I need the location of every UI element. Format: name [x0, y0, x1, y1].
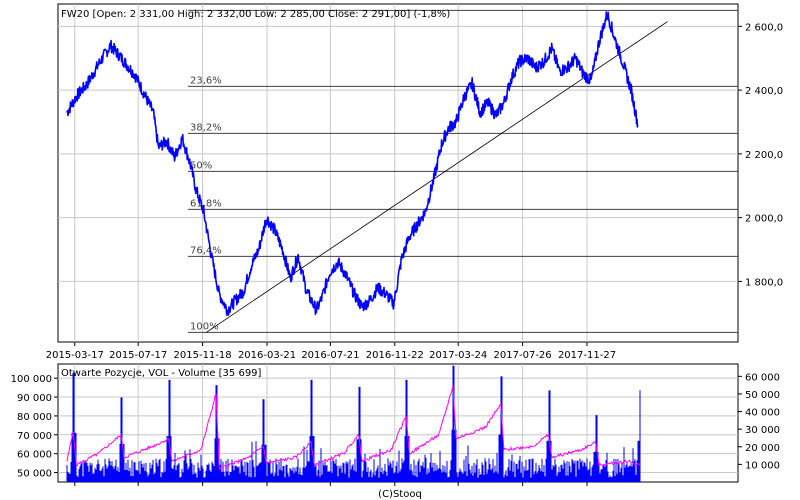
x-tick-label: 2017-11-27	[558, 350, 616, 361]
y-tick-label: 1 800,0	[745, 277, 783, 288]
price-series	[66, 11, 639, 317]
copyright-label: (C)Stooq	[378, 489, 422, 500]
left-tick-label: 50 000	[17, 469, 52, 480]
fibonacci-levels: 23,6% 38,2% 50% 61,8% 76,4% 100%	[188, 9, 738, 333]
open-interest-line	[66, 385, 641, 471]
left-tick-label: 100 000	[11, 374, 52, 385]
volume-panel: 100 000 90 000 80 000 70 000 60 000 50 000 60…	[11, 363, 780, 486]
price-y-axis: 2 600,0 2 400,0 2 200,0 2 000,0 1 800,0	[738, 22, 783, 288]
date-axis: 2015-03-17 2015-07-17 2015-11-18 2016-03-21…	[46, 342, 616, 361]
fib-level-label: 100%	[190, 321, 219, 332]
open-interest-axis: 100 000 90 000 80 000 70 000 60 000 50 000	[11, 374, 58, 480]
x-tick-label: 2017-03-24	[429, 350, 487, 361]
fib-level-label: 38,2%	[190, 122, 222, 133]
fib-level-label: 23,6%	[190, 75, 222, 86]
price-plot-frame	[57, 3, 739, 343]
left-tick-label: 70 000	[17, 431, 52, 442]
volume-legend: Otwarte Pozycje, VOL - Volume [35 699]	[61, 368, 262, 379]
volume-axis: 60 000 50 000 40 000 30 000 20 000 10 000	[738, 372, 780, 471]
right-tick-label: 50 000	[745, 390, 780, 401]
x-tick-label: 2015-11-18	[174, 350, 232, 361]
fib-level-label: 61,8%	[190, 198, 222, 209]
fib-level-label: 76,4%	[190, 245, 222, 256]
right-tick-label: 60 000	[745, 372, 780, 383]
y-tick-label: 2 000,0	[745, 214, 783, 225]
open-interest-path	[66, 385, 641, 471]
y-tick-label: 2 600,0	[745, 22, 783, 33]
price-panel: 23,6% 38,2% 50% 61,8% 76,4% 100% 2 600,0 2 400…	[46, 3, 783, 361]
left-tick-label: 80 000	[17, 412, 52, 423]
volume-bars	[66, 365, 641, 482]
fib-level-label: 50%	[190, 160, 212, 171]
right-tick-label: 40 000	[745, 408, 780, 419]
x-tick-label: 2015-07-17	[109, 350, 167, 361]
chart-title: FW20 [Open: 2 331,00 High: 2 332,00 Low:…	[61, 9, 450, 20]
x-tick-label: 2016-07-21	[301, 350, 359, 361]
left-tick-label: 90 000	[17, 393, 52, 404]
left-tick-label: 60 000	[17, 450, 52, 461]
right-tick-label: 10 000	[745, 460, 780, 471]
price-line	[66, 11, 639, 317]
y-tick-label: 2 400,0	[745, 86, 783, 97]
right-tick-label: 20 000	[745, 443, 780, 454]
y-tick-label: 2 200,0	[745, 150, 783, 161]
x-tick-label: 2017-07-26	[494, 350, 552, 361]
x-tick-label: 2016-03-21	[238, 350, 296, 361]
x-tick-label: 2015-03-17	[46, 350, 104, 361]
x-tick-label: 2016-11-22	[366, 350, 424, 361]
right-tick-label: 30 000	[745, 425, 780, 436]
